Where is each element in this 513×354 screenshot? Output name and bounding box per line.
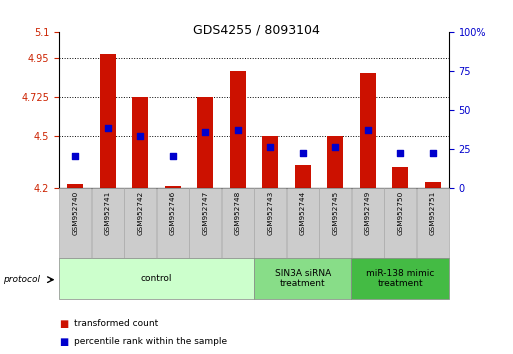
Bar xyxy=(360,73,376,188)
Text: GSM952744: GSM952744 xyxy=(300,191,306,235)
Point xyxy=(136,133,144,139)
FancyBboxPatch shape xyxy=(417,188,449,258)
Point xyxy=(364,127,372,133)
Point xyxy=(396,150,404,156)
Text: SIN3A siRNA
treatment: SIN3A siRNA treatment xyxy=(274,269,331,289)
Bar xyxy=(165,186,181,188)
Bar xyxy=(392,167,408,188)
Text: GSM952749: GSM952749 xyxy=(365,191,371,235)
Point xyxy=(299,150,307,156)
Point xyxy=(201,129,209,135)
Point xyxy=(428,150,437,156)
Point xyxy=(233,127,242,133)
Bar xyxy=(262,136,278,188)
Text: GSM952741: GSM952741 xyxy=(105,191,111,235)
FancyBboxPatch shape xyxy=(287,188,319,258)
Bar xyxy=(197,97,213,188)
FancyBboxPatch shape xyxy=(59,258,254,299)
Point xyxy=(169,154,177,159)
Point xyxy=(71,154,80,159)
FancyBboxPatch shape xyxy=(351,188,384,258)
FancyBboxPatch shape xyxy=(189,188,221,258)
Bar xyxy=(67,184,83,188)
Text: GSM952750: GSM952750 xyxy=(397,191,403,235)
Bar xyxy=(229,71,246,188)
FancyBboxPatch shape xyxy=(92,188,124,258)
Text: control: control xyxy=(141,274,172,283)
FancyBboxPatch shape xyxy=(59,188,91,258)
Text: GSM952746: GSM952746 xyxy=(170,191,176,235)
Point xyxy=(331,144,339,150)
Text: GSM952747: GSM952747 xyxy=(202,191,208,235)
FancyBboxPatch shape xyxy=(351,258,449,299)
FancyBboxPatch shape xyxy=(156,188,189,258)
Text: GSM952751: GSM952751 xyxy=(429,191,436,235)
Text: percentile rank within the sample: percentile rank within the sample xyxy=(74,337,227,346)
Bar xyxy=(424,182,441,188)
FancyBboxPatch shape xyxy=(124,188,156,258)
FancyBboxPatch shape xyxy=(384,188,416,258)
Text: GSM952745: GSM952745 xyxy=(332,191,338,235)
Text: ■: ■ xyxy=(59,319,68,329)
Text: GSM952748: GSM952748 xyxy=(234,191,241,235)
Text: miR-138 mimic
treatment: miR-138 mimic treatment xyxy=(366,269,435,289)
Text: GSM952740: GSM952740 xyxy=(72,191,78,235)
FancyBboxPatch shape xyxy=(222,188,254,258)
Bar xyxy=(100,55,116,188)
FancyBboxPatch shape xyxy=(254,188,286,258)
Text: GSM952743: GSM952743 xyxy=(267,191,273,235)
Bar xyxy=(132,97,148,188)
Point xyxy=(104,126,112,131)
FancyBboxPatch shape xyxy=(319,188,351,258)
Bar xyxy=(294,165,311,188)
Text: ■: ■ xyxy=(59,337,68,347)
Text: transformed count: transformed count xyxy=(74,319,159,329)
FancyBboxPatch shape xyxy=(254,258,351,299)
Text: GDS4255 / 8093104: GDS4255 / 8093104 xyxy=(193,23,320,36)
Text: GSM952742: GSM952742 xyxy=(137,191,143,235)
Text: protocol: protocol xyxy=(3,275,40,284)
Bar xyxy=(327,136,343,188)
Point xyxy=(266,144,274,150)
